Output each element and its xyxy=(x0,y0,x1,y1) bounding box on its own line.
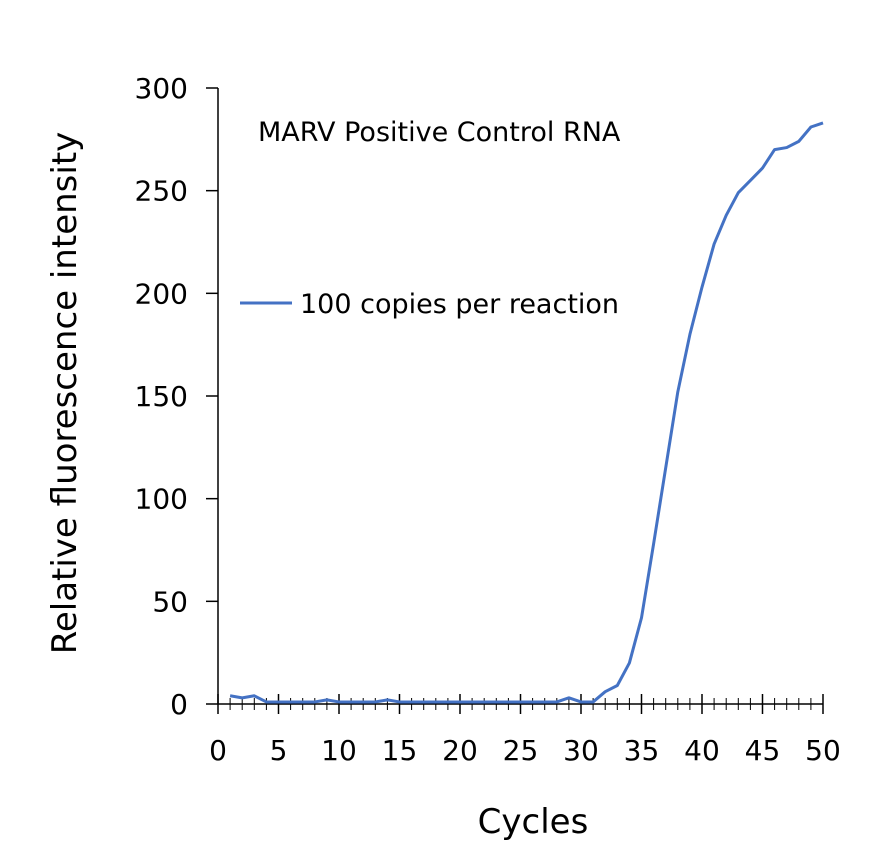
y-tick-label: 0 xyxy=(170,688,188,721)
y-tick-label: 200 xyxy=(135,277,188,310)
legend-label: 100 copies per reaction xyxy=(300,289,619,320)
y-axis-title: Relative fluorescence intensity xyxy=(45,132,85,655)
y-tick-label: 100 xyxy=(135,483,188,516)
x-axis-title: Cycles xyxy=(478,802,589,842)
x-tick-label: 45 xyxy=(745,734,781,767)
y-tick-label: 300 xyxy=(135,72,188,105)
x-tick-label: 5 xyxy=(270,734,288,767)
x-tick-label: 25 xyxy=(503,734,539,767)
x-tick-label: 10 xyxy=(321,734,357,767)
x-tick-label: 20 xyxy=(442,734,478,767)
y-tick-label: 250 xyxy=(135,175,188,208)
y-tick-label: 150 xyxy=(135,380,188,413)
y-tick-label: 50 xyxy=(152,585,188,618)
axes xyxy=(217,88,823,705)
series-line-0 xyxy=(229,121,824,704)
series-layer xyxy=(229,121,824,704)
x-tick-label: 35 xyxy=(624,734,660,767)
chart-title: MARV Positive Control RNA xyxy=(258,117,621,148)
x-tick-label: 15 xyxy=(382,734,418,767)
legend: 100 copies per reaction xyxy=(240,289,619,320)
x-tick-label: 50 xyxy=(805,734,841,767)
x-tick-label: 0 xyxy=(209,734,227,767)
ticks: 0 50 100 150 200 250 300 0 5 10 15 20 25 30 35 40 45 50 xyxy=(135,72,841,767)
x-tick-label: 40 xyxy=(684,734,720,767)
x-tick-label: 30 xyxy=(563,734,599,767)
